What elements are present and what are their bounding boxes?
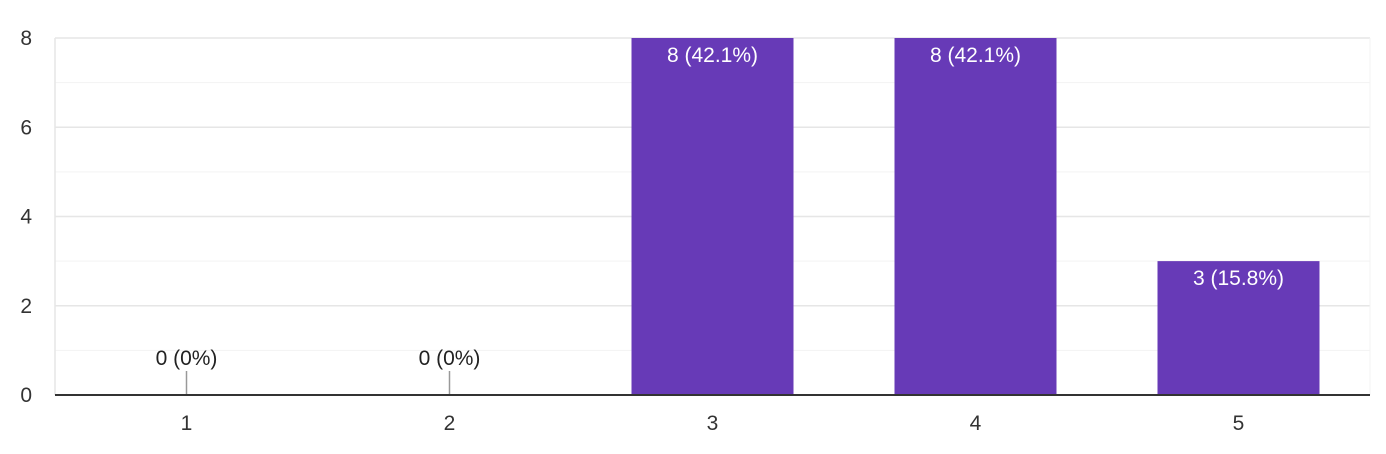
axis-layer: 0 2 4 6 8 1 2 3 4 5 [20, 27, 1370, 435]
bar-data-label: 8 (42.1%) [930, 44, 1021, 67]
x-tick-label: 1 [181, 412, 193, 435]
x-tick-label: 3 [707, 412, 719, 435]
y-tick-label: 4 [20, 206, 32, 229]
bar [631, 38, 794, 395]
y-tick-label: 0 [20, 384, 32, 407]
bar-data-label: 0 (0%) [156, 347, 218, 370]
x-tick-label: 4 [970, 412, 982, 435]
y-tick-label: 8 [20, 27, 32, 50]
bar-data-label: 0 (0%) [419, 347, 481, 370]
x-tick-label: 5 [1233, 412, 1245, 435]
label-layer: 0 (0%) 0 (0%) 8 (42.1%) 8 (42.1%) 3 (15.8%) [156, 44, 1284, 370]
bar-data-label: 3 (15.8%) [1193, 267, 1284, 290]
x-tick-label: 2 [444, 412, 456, 435]
bar [894, 38, 1057, 395]
bar-layer [185, 38, 1320, 395]
y-tick-label: 6 [20, 116, 32, 139]
bar-data-label: 8 (42.1%) [667, 44, 758, 67]
y-tick-label: 2 [20, 295, 32, 318]
bar [1157, 261, 1320, 395]
